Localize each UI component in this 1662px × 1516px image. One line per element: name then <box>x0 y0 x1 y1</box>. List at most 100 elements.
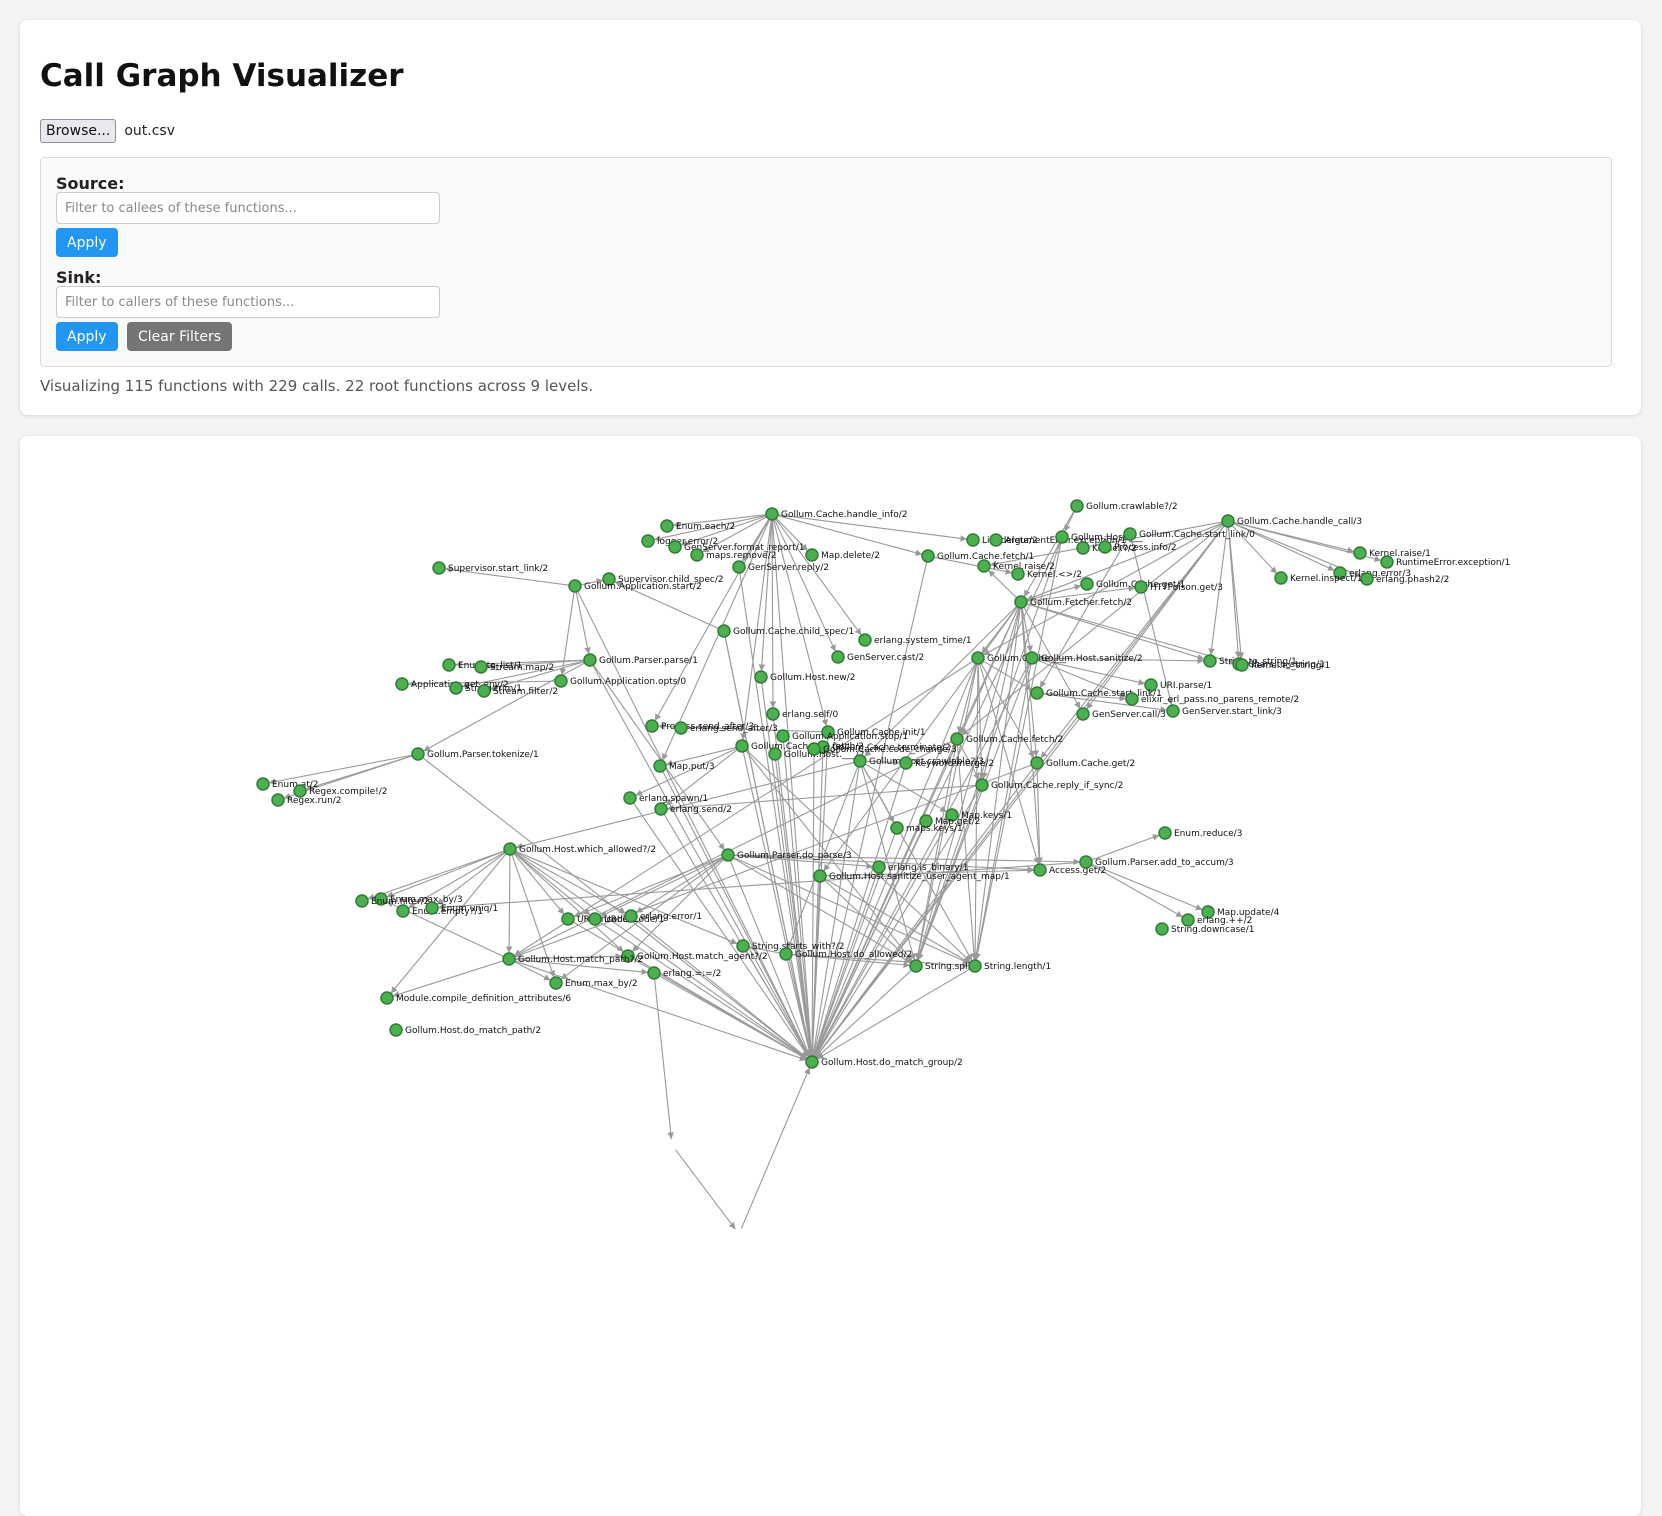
function-node[interactable]: Gollum.Cache.start_link/1 <box>1030 686 1162 700</box>
function-node[interactable]: Gollum.Host.do_match_group/2 <box>805 1055 963 1069</box>
call-graph[interactable]: Gollum.Cache.handle_info/2 Enum.each/2 log… <box>20 436 1641 1516</box>
function-node[interactable]: erlang.++/2 <box>1181 913 1252 927</box>
function-node[interactable]: Keyword.merge/2 <box>899 756 994 770</box>
function-node-dot[interactable] <box>602 572 616 586</box>
function-node-dot[interactable] <box>968 959 982 973</box>
function-node-dot[interactable] <box>355 894 369 908</box>
function-node-dot[interactable] <box>872 860 886 874</box>
function-node-dot[interactable] <box>395 677 409 691</box>
function-node-dot[interactable] <box>503 842 517 856</box>
function-node-dot[interactable] <box>721 848 735 862</box>
function-node-dot[interactable] <box>853 754 867 768</box>
function-node-dot[interactable] <box>1155 922 1169 936</box>
function-node-dot[interactable] <box>449 681 463 695</box>
function-node-dot[interactable] <box>1025 651 1039 665</box>
function-node[interactable]: maps.remove/2 <box>690 548 776 562</box>
function-node-dot[interactable] <box>735 739 749 753</box>
function-node[interactable]: Gollum.Host.sanitize_user_agent_map/1 <box>813 869 1010 883</box>
function-node-dot[interactable] <box>754 670 768 684</box>
function-node[interactable]: Enum.each/2 <box>660 519 735 533</box>
function-node-dot[interactable] <box>588 912 602 926</box>
function-node-dot[interactable] <box>1360 572 1374 586</box>
function-node[interactable]: Gollum.Host.___ <box>1055 530 1143 544</box>
function-node-dot[interactable] <box>1203 654 1217 668</box>
function-node-dot[interactable] <box>690 548 704 562</box>
function-node[interactable]: Enum.filter/2 <box>355 894 429 908</box>
sink-filter-input[interactable] <box>56 286 440 318</box>
function-node-dot[interactable] <box>653 759 667 773</box>
function-node-dot[interactable] <box>779 947 793 961</box>
function-node[interactable]: Gollum.Host.which_allowed?/2 <box>503 842 656 856</box>
function-node-dot[interactable] <box>1080 577 1094 591</box>
function-node[interactable]: Gollum.Application.opts/0 <box>554 674 686 688</box>
sink-apply-button[interactable]: Apply <box>56 322 118 351</box>
function-node-dot[interactable] <box>561 912 575 926</box>
function-node[interactable]: Process.info/2 <box>1098 540 1177 554</box>
function-node-dot[interactable] <box>1134 580 1148 594</box>
function-node[interactable]: Gollum.Host.do_allowed/2 <box>779 947 912 961</box>
function-node-dot[interactable] <box>1030 756 1044 770</box>
function-node-dot[interactable] <box>805 548 819 562</box>
function-node[interactable]: Gollum.Cache.reply_if_sync/2 <box>975 778 1123 792</box>
function-node-dot[interactable] <box>919 814 933 828</box>
function-node-dot[interactable] <box>1353 546 1367 560</box>
function-node-dot[interactable] <box>1166 704 1180 718</box>
function-node-dot[interactable] <box>568 579 582 593</box>
function-node-dot[interactable] <box>977 559 991 573</box>
function-node[interactable]: Gollum.Cache.child_spec/1 <box>717 624 854 638</box>
function-node[interactable]: erlang.error/1 <box>624 909 702 923</box>
browse-button[interactable]: Browse... <box>40 119 117 143</box>
function-node[interactable]: RuntimeError.exception/1 <box>1380 555 1510 569</box>
function-node[interactable]: Map.keys/1 <box>945 808 1012 822</box>
function-node[interactable]: Map.get/2 <box>919 814 980 828</box>
function-node-dot[interactable] <box>647 966 661 980</box>
function-node-dot[interactable] <box>380 991 394 1005</box>
function-node[interactable]: Kernel.<>/2 <box>1011 567 1082 581</box>
function-node-dot[interactable] <box>858 633 872 647</box>
function-node-dot[interactable] <box>624 909 638 923</box>
function-node[interactable]: Gollum.Cache.start_link/0 <box>1123 527 1255 541</box>
function-node[interactable]: String.starts_with?/2 <box>736 939 845 953</box>
function-node[interactable]: Regex.run/2 <box>271 793 342 807</box>
function-node[interactable]: Supervisor.start_link/2 <box>432 561 548 575</box>
function-node-dot[interactable] <box>621 949 635 963</box>
function-node-dot[interactable] <box>732 560 746 574</box>
function-node-dot[interactable] <box>909 959 923 973</box>
function-node-dot[interactable] <box>374 892 388 906</box>
function-node[interactable]: Kernel.raise/2 <box>977 559 1055 573</box>
source-apply-button[interactable]: Apply <box>56 228 118 257</box>
function-node-dot[interactable] <box>477 684 491 698</box>
function-node[interactable]: Enum.empty?/1 <box>396 904 483 918</box>
function-node[interactable]: String.trim/1 <box>449 681 522 695</box>
function-node-dot[interactable] <box>1033 863 1047 877</box>
function-node[interactable]: Regex.compile!/2 <box>293 784 388 798</box>
function-node[interactable]: URI.parse/1 <box>1144 678 1212 692</box>
function-node[interactable]: Gollum.crawlable?/2 <box>1070 499 1178 513</box>
function-node-dot[interactable] <box>1158 826 1172 840</box>
function-node[interactable]: Gollum.Host.crawlable?/3 <box>853 754 984 768</box>
function-node[interactable]: Kernel.inspect/1 <box>1274 571 1363 585</box>
function-node[interactable]: URI.encode/1 <box>561 912 637 926</box>
function-node[interactable]: Enum.to_list/1 <box>442 658 522 672</box>
function-node[interactable]: Gollum.Cache.handle_call/3 <box>1221 514 1362 528</box>
function-node-dot[interactable] <box>396 904 410 918</box>
function-node-dot[interactable] <box>1144 678 1158 692</box>
function-node[interactable]: Gollum.Cache.handle_info/2 <box>765 507 907 521</box>
function-node-dot[interactable] <box>807 742 821 756</box>
function-node-dot[interactable] <box>1030 686 1044 700</box>
function-node[interactable]: String.length/1 <box>968 959 1051 973</box>
function-node[interactable]: Gollum.Parser.parse/1 <box>583 653 698 667</box>
function-node[interactable]: Map.put/3 <box>653 759 715 773</box>
function-node[interactable]: Gollum.Host.new/2 <box>754 670 856 684</box>
function-node-dot[interactable] <box>1333 566 1347 580</box>
function-node[interactable]: Kernel.raise/1 <box>1353 546 1431 560</box>
source-filter-input[interactable] <box>56 192 440 224</box>
function-node-dot[interactable] <box>654 802 668 816</box>
function-node[interactable]: erlang.error/3 <box>1333 566 1411 580</box>
function-node-dot[interactable] <box>256 777 270 791</box>
function-node[interactable]: Supervisor.child_spec/2 <box>602 572 724 586</box>
function-node-dot[interactable] <box>921 549 935 563</box>
function-node-dot[interactable] <box>1014 595 1028 609</box>
function-node-dot[interactable] <box>432 561 446 575</box>
function-node-dot[interactable] <box>641 534 655 548</box>
